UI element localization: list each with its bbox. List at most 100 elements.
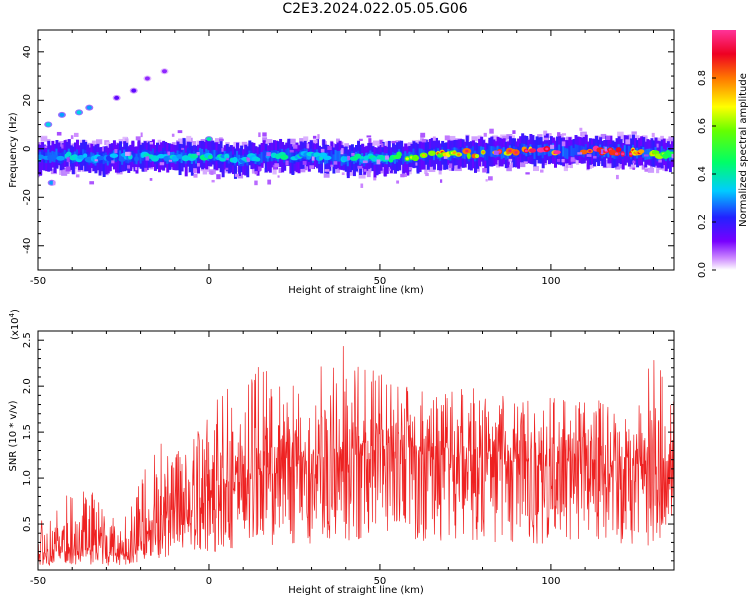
ridge-halo-cell xyxy=(619,134,626,140)
ridge-inner-cell xyxy=(418,148,422,160)
snr-y-tick-label: 0.5 xyxy=(22,516,33,532)
ridge-inner-cell xyxy=(400,150,404,162)
speckle xyxy=(550,144,555,149)
ridge-core-blob xyxy=(396,151,402,158)
ridge-core-blob xyxy=(474,153,480,159)
spectrogram-x-tick-label: -50 xyxy=(30,276,46,287)
speckle xyxy=(671,153,674,159)
ridge-halo-cell xyxy=(331,143,336,149)
speckle xyxy=(509,164,512,168)
ridge-halo-cell xyxy=(510,162,515,168)
ridge-inner-cell xyxy=(197,150,201,162)
ridge-inner-cell xyxy=(500,148,504,160)
ridge-halo-cell xyxy=(235,166,240,172)
scatter-blob xyxy=(45,122,51,127)
spectrogram-x-tick-label: 0 xyxy=(206,276,212,287)
ridge-inner-cell xyxy=(484,149,488,161)
ridge-core-blob xyxy=(466,153,471,160)
ridge-halo-cell xyxy=(59,169,63,175)
spectrogram-x-tick-label: 50 xyxy=(374,276,387,287)
speckle xyxy=(254,171,258,175)
speckle xyxy=(149,178,153,181)
speckle xyxy=(656,143,659,148)
speckle xyxy=(210,171,214,175)
ridge-halo-cell xyxy=(520,162,526,168)
ridge-halo-cell xyxy=(660,135,664,141)
speckle xyxy=(444,135,450,141)
ridge-halo-cell xyxy=(202,169,208,175)
figure-title: C2E3.2024.022.05.05.G06 xyxy=(282,1,468,17)
ridge-core-blob xyxy=(428,150,436,156)
ridge-inner-cell xyxy=(574,144,578,156)
ridge-halo-cell xyxy=(71,143,76,149)
speckle xyxy=(561,133,567,136)
speckle xyxy=(485,179,488,182)
speckle xyxy=(570,157,575,162)
ridge-core-blob xyxy=(254,157,261,162)
speckle xyxy=(347,155,350,161)
ridge-core-blob xyxy=(313,152,321,158)
ridge-inner-cell xyxy=(562,145,566,157)
spectrogram-x-ticks: -50 0 50 100 xyxy=(30,30,654,287)
scatter-blob xyxy=(114,95,120,100)
ridge-halo-cell xyxy=(245,143,250,149)
ridge-halo-cell xyxy=(491,135,498,141)
ridge-halo-cell xyxy=(192,141,196,147)
speckle xyxy=(396,180,400,184)
ridge-peak-blob xyxy=(621,152,625,156)
ridge-core-blob xyxy=(134,156,139,162)
ridge-inner-cell xyxy=(566,148,570,160)
ridge-halo-cell xyxy=(299,138,304,144)
ridge-halo-cell xyxy=(358,173,366,179)
ridge-peak-blob xyxy=(514,151,518,154)
ridge-inner-cell xyxy=(627,145,631,157)
ridge-halo-cell xyxy=(424,169,428,175)
speckle xyxy=(193,173,198,178)
speckle xyxy=(600,149,604,155)
snr-x-tick-label: 0 xyxy=(206,576,212,587)
ridge-inner-cell xyxy=(162,148,166,159)
ridge-inner-cell xyxy=(348,151,352,163)
ridge-halo-cell xyxy=(647,167,655,173)
ridge-halo-cell xyxy=(379,168,385,174)
ridge-halo-cell xyxy=(448,135,456,141)
speckle xyxy=(258,166,262,172)
speckle xyxy=(408,166,413,171)
speckle xyxy=(643,154,649,157)
snr-x-axis-label: Height of straight line (km) xyxy=(288,585,424,596)
speckle xyxy=(65,166,71,172)
speckle xyxy=(127,165,131,169)
ridge-halo-cell xyxy=(582,133,586,139)
colorbar-tick-label: 0.8 xyxy=(697,70,708,86)
ridge-core-blob xyxy=(412,154,419,162)
ridge-core-blob xyxy=(56,155,65,161)
speckle xyxy=(402,173,407,177)
ridge-core-blob xyxy=(38,154,45,160)
ridge-peak-blob xyxy=(555,150,559,154)
ridge-inner-cell xyxy=(186,148,190,159)
ridge-inner-cell xyxy=(139,152,143,164)
speckle xyxy=(366,135,372,138)
ridge-inner-cell xyxy=(227,152,231,164)
ridge-halo-cell xyxy=(178,138,183,144)
speckle xyxy=(277,175,280,178)
ridge-peak-blob xyxy=(422,153,426,157)
speckle xyxy=(267,179,272,185)
speckle xyxy=(75,174,80,178)
speckle xyxy=(221,148,224,152)
ridge-halo-cell xyxy=(91,140,96,146)
speckle xyxy=(489,128,494,134)
ridge-core-blob xyxy=(189,153,199,159)
speckle xyxy=(159,162,165,166)
speckle xyxy=(400,173,405,178)
ridge-inner-cell xyxy=(412,148,416,160)
ridge-peak-blob xyxy=(498,150,502,153)
ridge-halo-cell xyxy=(171,142,176,148)
ridge-inner-cell xyxy=(576,145,580,156)
ridge-inner-cell xyxy=(572,148,576,159)
ridge-inner-cell xyxy=(287,148,291,159)
speckle xyxy=(52,180,56,186)
ridge-halo-cell xyxy=(510,135,516,141)
speckle xyxy=(658,159,662,163)
ridge-halo-cell xyxy=(336,167,340,173)
